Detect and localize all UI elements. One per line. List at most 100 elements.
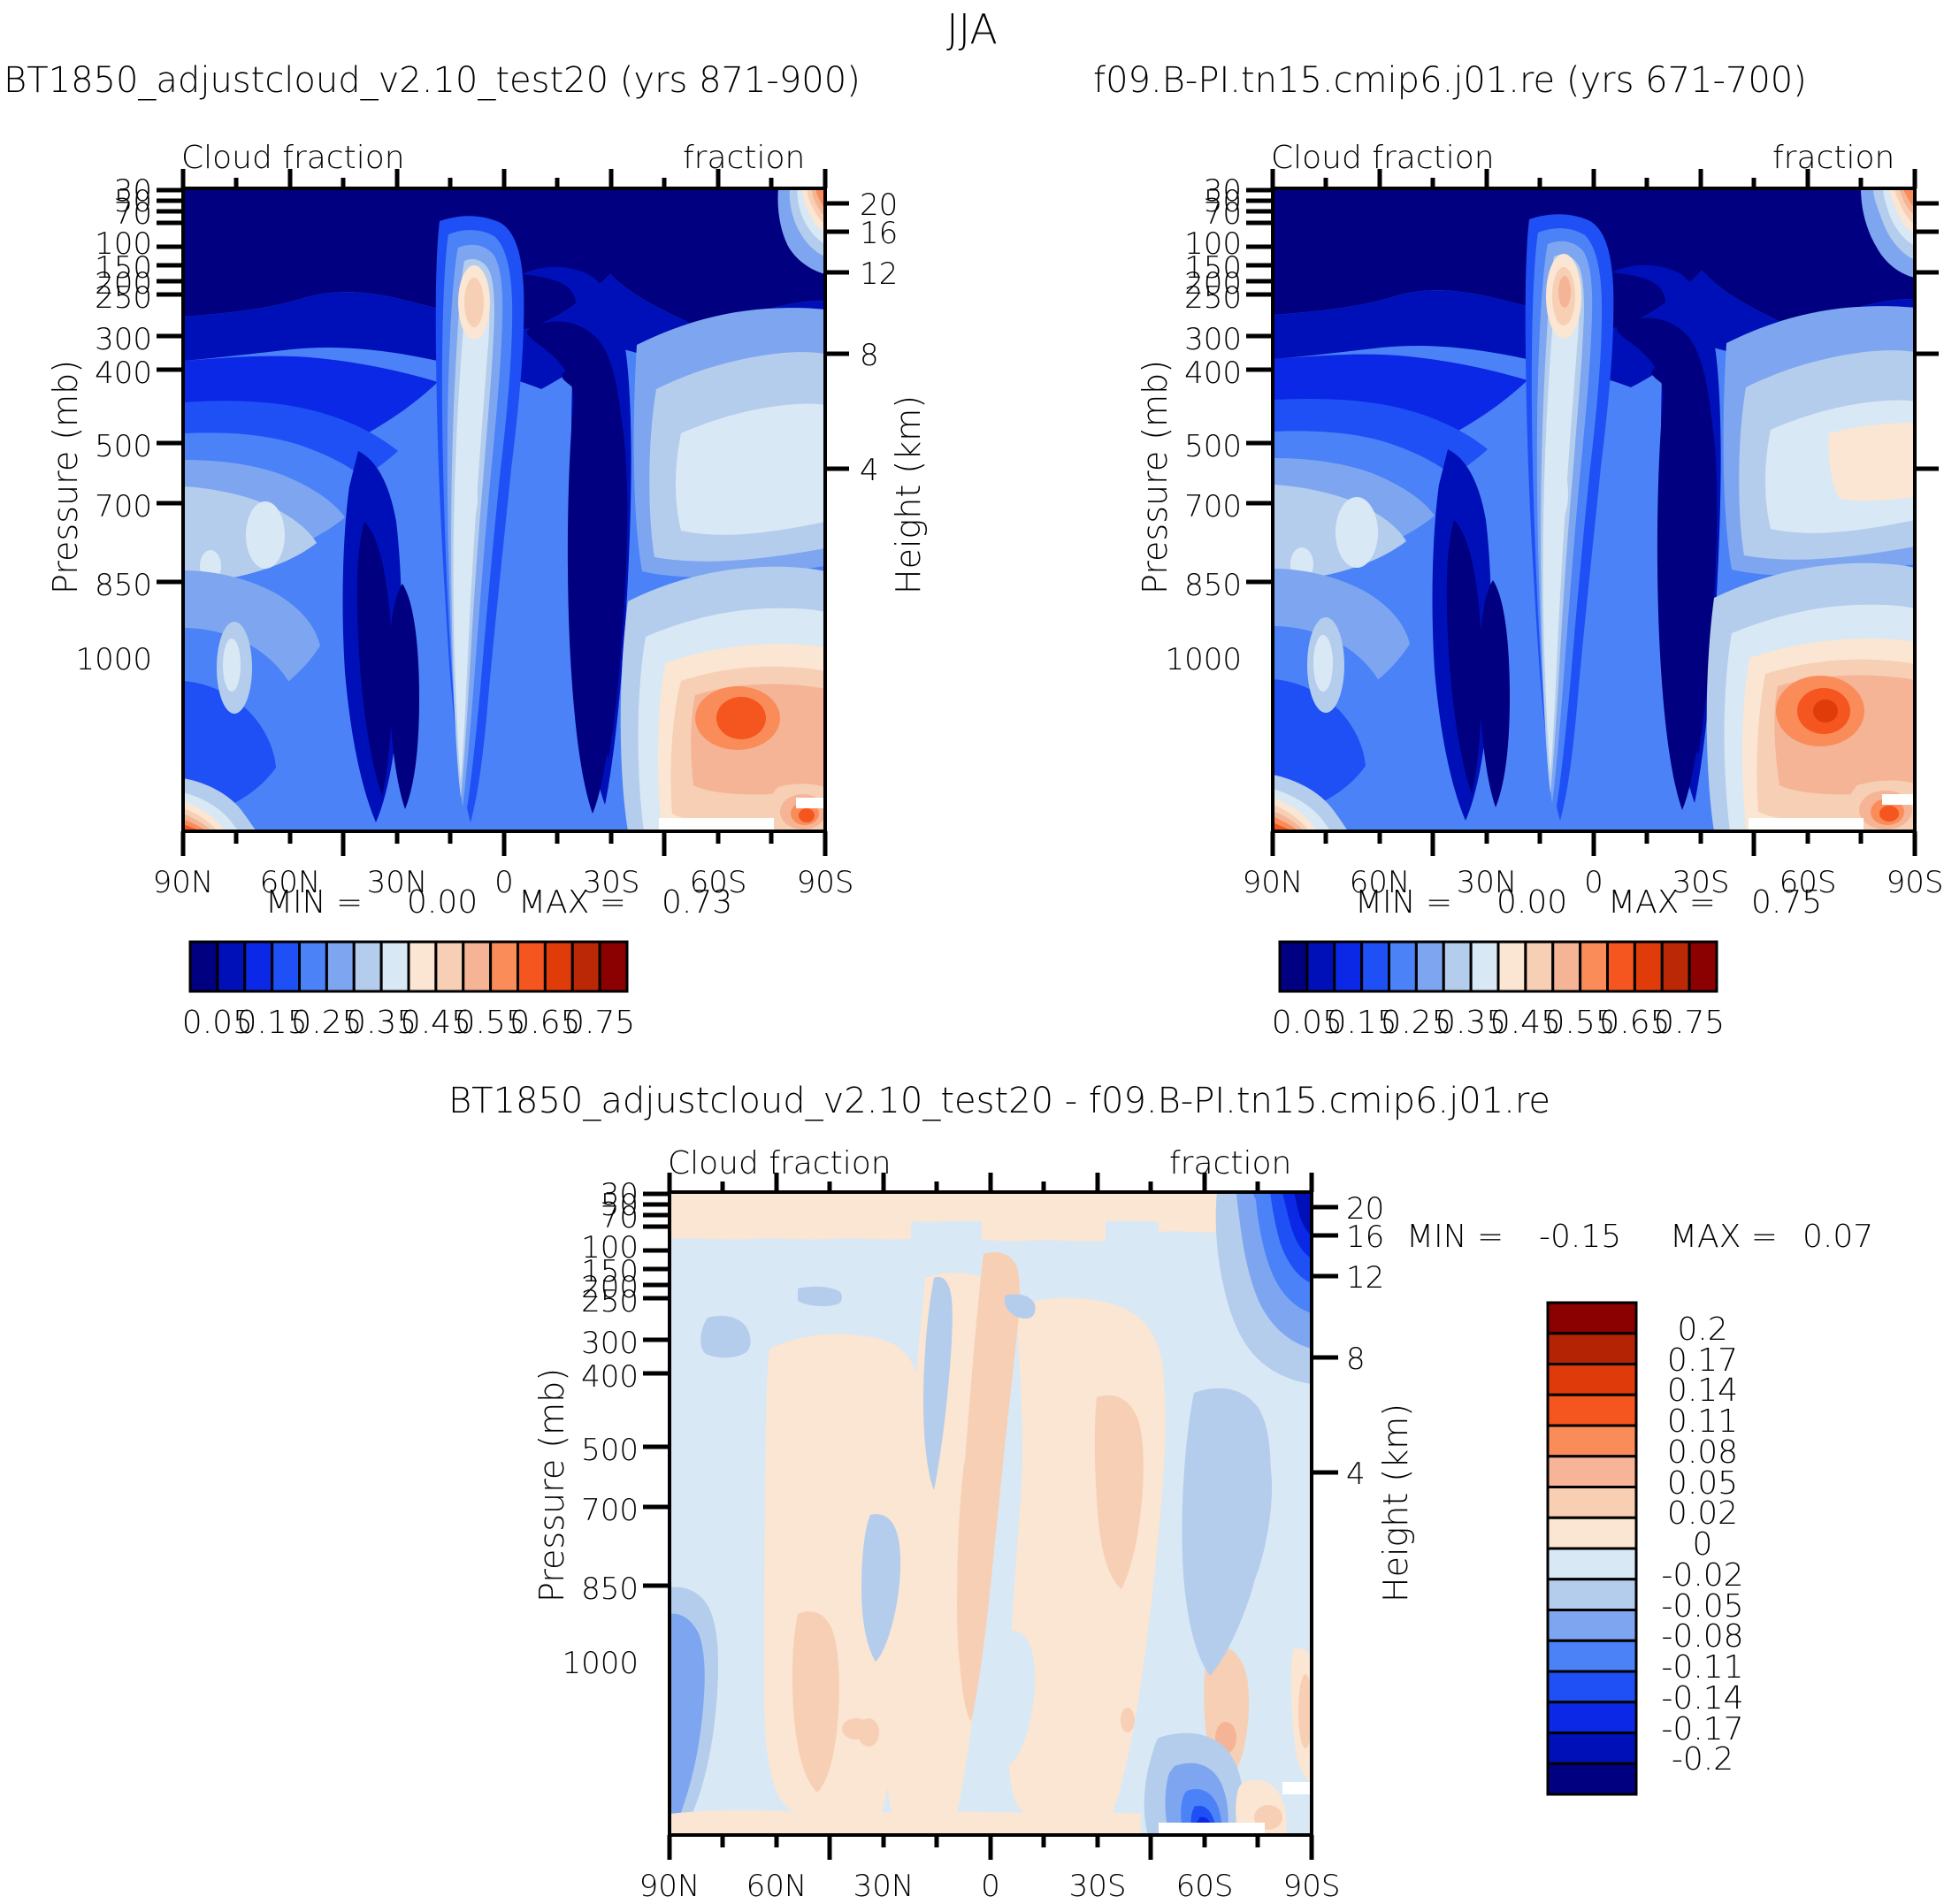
colorbar-tick-label: 0.65 [509, 1005, 581, 1041]
colorbar-cell [1633, 940, 1664, 993]
ytick-label: 400 [1184, 356, 1242, 391]
colorbar-tick-label: 0.02 [1666, 1495, 1739, 1533]
colorbar-tick-label: 0.17 [1666, 1342, 1739, 1379]
ytick-label: 1000 [1165, 642, 1242, 677]
ytick-label: 200 [95, 266, 152, 302]
y2tick-label: 20 [860, 187, 899, 223]
xtick-label: 60N [1349, 865, 1411, 900]
colorbar-tick-label: 0.45 [1489, 1005, 1561, 1041]
xtick-label: 30N [1456, 865, 1518, 900]
colorbar-tick-label: 0.14 [1666, 1373, 1739, 1410]
colorbar-cell [1524, 940, 1555, 993]
ytick-label: 1000 [562, 1646, 639, 1681]
colorbar-tick-label: 0.25 [1381, 1005, 1452, 1041]
panel-right-min-label: MIN = [1355, 884, 1453, 921]
colorbar-cell [352, 940, 383, 993]
xtick-label: 90N [1242, 865, 1304, 900]
colorbar-cell [1546, 1578, 1638, 1611]
panel-left-y2label: Height (km) [889, 394, 928, 594]
y2tick-label: 4 [1346, 1457, 1366, 1492]
panel-right-contours [1273, 188, 1915, 831]
colorbar-cell [1305, 940, 1336, 993]
colorbar-tick-label: 0.55 [455, 1005, 526, 1041]
panel-diff-contours [670, 1192, 1312, 1835]
ytick-label: 300 [1184, 322, 1242, 357]
colorbar-tick-label: 0.15 [236, 1005, 308, 1041]
colorbar-cell [1546, 1455, 1638, 1488]
panel-diff-top-right-label: fraction [1169, 1145, 1292, 1181]
xtick-label: 60S [689, 865, 747, 900]
panel-left-contours [183, 188, 825, 831]
colorbar-cell [1360, 940, 1390, 993]
ytick-label: 700 [95, 489, 152, 524]
panel-right-ytick-marks [1246, 187, 1273, 585]
ytick-label: 500 [581, 1433, 639, 1468]
panel-title-left: BT1850_adjustcloud_v2.10_test20 (yrs 871… [4, 60, 861, 101]
colorbar-cell [1278, 940, 1309, 993]
y2tick-label: 4 [860, 453, 879, 488]
colorbar-tick-label: 0.75 [564, 1005, 636, 1041]
xtick-label: 0 [494, 865, 514, 900]
colorbar-cell [1546, 1516, 1638, 1550]
panel-diff-ytick-marks [643, 1191, 670, 1588]
panel-diff-min-value: -0.15 [1539, 1219, 1622, 1255]
colorbar-cell [1546, 1670, 1638, 1704]
panel-left-top-ticks [180, 169, 828, 188]
panel-left-max-label: MAX = [518, 884, 626, 921]
colorbar-cell [1546, 1301, 1638, 1335]
colorbar-tick-label: -0.2 [1671, 1741, 1734, 1778]
ytick-label: 150 [95, 250, 152, 286]
colorbar-cell [1579, 940, 1609, 993]
xtick-label: 60S [1175, 1869, 1234, 1904]
colorbar-left[interactable] [188, 940, 629, 993]
colorbar-tick-label: 0.05 [1666, 1464, 1739, 1502]
panel-diff-max-label: MAX = [1670, 1219, 1778, 1255]
colorbar-cell [188, 940, 219, 993]
panel-left-plot [157, 169, 849, 856]
panel-right-top-right-label: fraction [1772, 140, 1895, 176]
colorbar-cell [1546, 1332, 1638, 1365]
colorbar-tick-label: -0.05 [1661, 1587, 1744, 1625]
xtick-label: 90S [796, 865, 854, 900]
y2tick-label: 16 [860, 216, 899, 251]
ytick-label: 50 [600, 1188, 639, 1223]
ytick-label: 100 [581, 1230, 639, 1266]
panel-diff-plot [643, 1173, 1338, 1860]
colorbar-cell [1546, 1639, 1638, 1673]
xtick-label: 90N [639, 1869, 700, 1904]
xtick-label: 60S [1779, 865, 1837, 900]
colorbar-cell [1606, 940, 1636, 993]
panel-right-top-left-label: Cloud fraction [1271, 140, 1495, 176]
colorbar-cell [1546, 1701, 1638, 1734]
xtick-label: 90S [1282, 1869, 1341, 1904]
colorbar-cell [1546, 1486, 1638, 1519]
ytick-label: 50 [113, 184, 152, 219]
colorbar-tick-label: 0.35 [346, 1005, 417, 1041]
difference-colorbar[interactable] [1543, 1298, 1703, 1829]
cloud-fraction-colorbars [188, 940, 1718, 993]
panel-left-y2tick-marks [825, 201, 849, 471]
panel-right-max-label: MAX = [1608, 884, 1716, 921]
colorbar-cell [1414, 940, 1445, 993]
panel-left-max-value: 0.73 [662, 884, 733, 921]
xtick-label: 30N [853, 1869, 915, 1904]
panel-right-bottom-ticks [1270, 831, 1917, 856]
panel-title-right: f09.B-PI.tn15.cmip6.j01.re (yrs 671-700) [1093, 60, 1807, 101]
ytick-label: 250 [95, 280, 152, 316]
xtick-label: 60N [746, 1869, 807, 1904]
panel-right-plot [1246, 169, 1939, 856]
ytick-label: 250 [1184, 280, 1242, 316]
xtick-label: 60N [259, 865, 321, 900]
ytick-label: 400 [581, 1359, 639, 1395]
colorbar-tick-label: -0.17 [1661, 1710, 1744, 1747]
colorbar-cell [1546, 1732, 1638, 1765]
ytick-label: 70 [1203, 196, 1242, 232]
colorbar-right[interactable] [1278, 940, 1718, 993]
colorbar-tick-label: 0 [1692, 1526, 1713, 1563]
colorbar-tick-label: 0.11 [1666, 1403, 1739, 1440]
panel-diff-max-value: 0.07 [1802, 1219, 1874, 1255]
colorbar-cell [1333, 940, 1364, 993]
y2tick-label: 12 [860, 256, 899, 292]
ytick-label: 500 [1184, 429, 1242, 464]
ytick-label: 850 [95, 568, 152, 603]
